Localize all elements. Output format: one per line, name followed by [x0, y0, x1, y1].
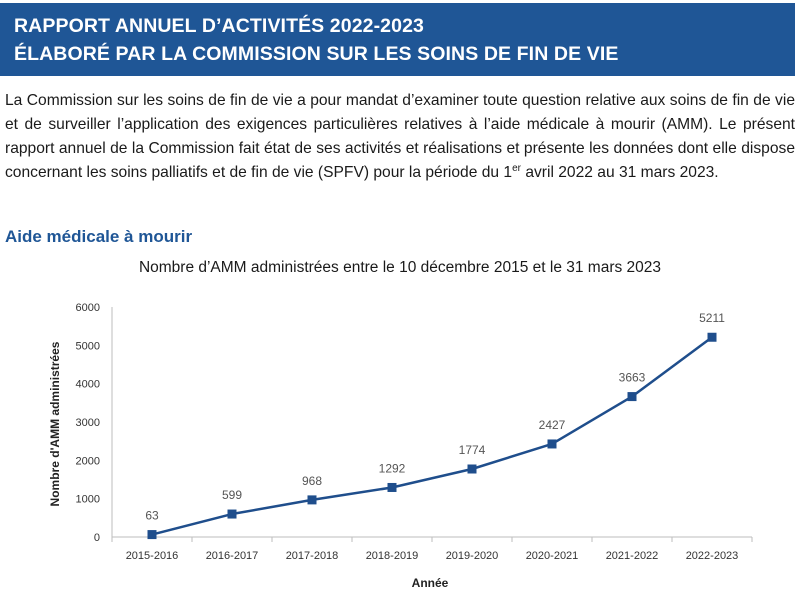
y-tick-label: 2000 [76, 455, 100, 467]
x-tick-label: 2022-2023 [686, 550, 739, 562]
data-point-marker [147, 530, 157, 540]
data-point-marker [387, 482, 397, 492]
y-tick-label: 0 [94, 532, 100, 544]
x-tick-label: 2015-2016 [126, 550, 179, 562]
report-header-banner: RAPPORT ANNUEL D’ACTIVITÉS 2022-2023 ÉLA… [0, 3, 795, 76]
intro-ordinal-sup: er [512, 163, 521, 174]
data-label: 3663 [619, 371, 646, 385]
y-tick-label: 3000 [76, 417, 100, 429]
data-point-marker [707, 332, 717, 342]
y-tick-label: 4000 [76, 379, 100, 391]
x-axis: 2015-2016 2016-2017 2017-2018 2018-2019 2019… [111, 536, 753, 562]
x-tick-label: 2019-2020 [446, 550, 499, 562]
data-label: 1774 [459, 443, 486, 457]
data-point-marker [547, 439, 557, 449]
y-axis-title: Nombre d'AMM administrées [48, 341, 62, 506]
data-label: 63 [145, 509, 159, 523]
intro-text-end: avril 2022 au 31 mars 2023. [521, 164, 719, 181]
report-title-line-1: RAPPORT ANNUEL D’ACTIVITÉS 2022-2023 [14, 15, 424, 37]
data-point-marker [467, 464, 477, 474]
y-tick-label: 6000 [76, 302, 100, 314]
data-label: 968 [302, 474, 322, 488]
x-tick-label: 2016-2017 [206, 550, 259, 562]
y-tick-label: 1000 [76, 494, 100, 506]
section-title: Aide médicale à mourir [5, 227, 193, 246]
x-tick-label: 2021-2022 [606, 550, 659, 562]
intro-paragraph: La Commission sur les soins de fin de vi… [5, 89, 795, 185]
series: 63 599 968 1292 1774 2427 3663 5211 [145, 311, 725, 540]
series-line [151, 336, 713, 536]
y-axis: 0 1000 2000 3000 4000 5000 6000 [76, 302, 113, 544]
data-label: 1292 [379, 461, 406, 475]
x-axis-title: Année [412, 576, 449, 590]
data-label: 2427 [539, 418, 566, 432]
x-tick-label: 2020-2021 [526, 550, 579, 562]
data-point-marker [227, 509, 237, 519]
x-tick-label: 2017-2018 [286, 550, 339, 562]
chart-title: Nombre d’AMM administrées entre le 10 dé… [138, 259, 662, 276]
y-tick-label: 5000 [76, 340, 100, 352]
data-point-marker [307, 495, 317, 505]
x-tick-label: 2018-2019 [366, 550, 419, 562]
intro-text: La Commission sur les soins de fin de vi… [5, 92, 795, 181]
data-label: 599 [222, 488, 242, 502]
data-point-marker [627, 392, 637, 402]
report-title-line-2: ÉLABORÉ PAR LA COMMISSION SUR LES SOINS … [14, 43, 619, 65]
data-label: 5211 [699, 311, 725, 325]
